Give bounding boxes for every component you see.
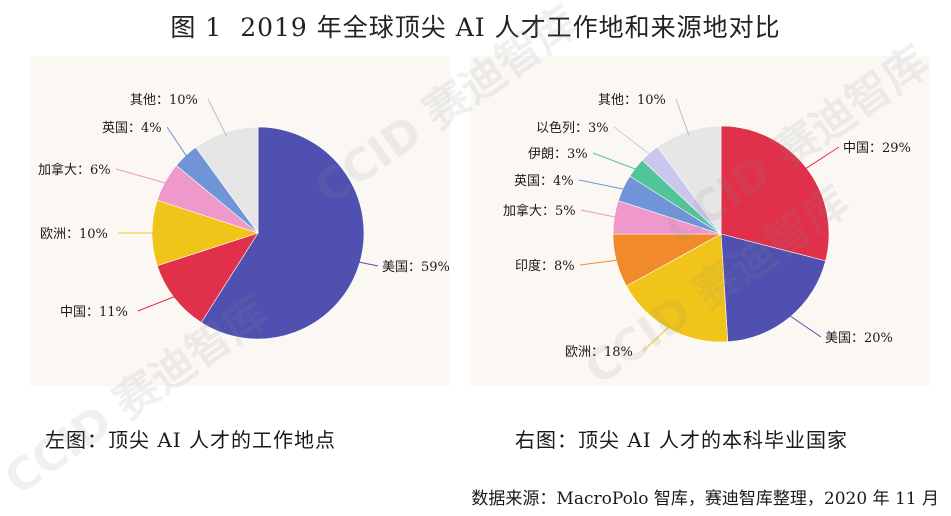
- left-leader-line-5: [207, 98, 227, 137]
- right-chart-panel: 中国：29% 美国：20% 欧洲：18% 印度：8% 加拿大：5% 英国：4% 伊朗：3% 以…: [470, 56, 930, 386]
- right-slice-label-6: 伊朗：3%: [528, 147, 588, 162]
- right-slice-label-4: 加拿大：5%: [503, 203, 576, 219]
- right-leader-line-6: [592, 152, 640, 171]
- right-leader-line-7: [613, 126, 653, 157]
- right-leader-line-2: [642, 324, 672, 352]
- left-chart-caption: 左图：顶尖 AI 人才的工作地点: [45, 428, 337, 452]
- left-leader-line-1: [137, 294, 178, 312]
- right-leader-line-1: [786, 313, 822, 338]
- right-leader-line-3: [579, 259, 621, 266]
- figure-title: 图 1 2019 年全球顶尖 AI 人才工作地和来源地对比: [0, 8, 951, 44]
- right-leader-line-5: [578, 179, 628, 191]
- left-pie-slice-1: [156, 232, 259, 323]
- left-slice-label-0: 美国：59%: [382, 260, 450, 275]
- right-chart-caption: 右图：顶尖 AI 人才的本科毕业国家: [515, 428, 849, 452]
- left-slice-label-1: 中国：11%: [60, 305, 128, 320]
- left-leader-line-0: [355, 260, 379, 267]
- left-pie-chart: 美国：59% 中国：11% 欧洲：10% 加拿大：6% 英国：4% 其他：10%: [38, 93, 450, 340]
- right-pie-slice-1: [720, 233, 826, 343]
- right-pie-chart: 中国：29% 美国：20% 欧洲：18% 印度：8% 加拿大：5% 英国：4% 伊朗：3% 以…: [503, 93, 911, 360]
- figure-title-text: 2019 年全球顶尖 AI 人才工作地和来源地对比: [240, 13, 781, 42]
- left-leader-line-4: [166, 126, 189, 160]
- data-source-note: 数据来源：MacroPolo 智库，赛迪智库整理，2020 年 11 月: [471, 489, 939, 509]
- left-leader-line-3: [115, 168, 169, 185]
- left-slice-label-3: 加拿大：6%: [38, 162, 111, 178]
- right-pie-slice-2: [625, 233, 729, 343]
- right-leader-line-0: [802, 146, 840, 171]
- left-pie-slice-5: [195, 126, 259, 234]
- right-leader-line-8: [675, 98, 690, 136]
- right-slice-label-2: 欧洲：18%: [565, 345, 633, 360]
- right-slice-label-7: 以色列：3%: [536, 120, 609, 136]
- left-slice-label-2: 欧洲：10%: [40, 227, 108, 242]
- left-slice-label-5: 其他：10%: [130, 93, 198, 108]
- right-slice-label-0: 中国：29%: [843, 141, 911, 156]
- right-leader-line-4: [580, 209, 619, 219]
- right-slice-label-8: 其他：10%: [598, 93, 666, 108]
- right-slice-label-1: 美国：20%: [825, 331, 893, 346]
- left-chart-panel: 美国：59% 中国：11% 欧洲：10% 加拿大：6% 英国：4% 其他：10%: [30, 56, 450, 386]
- left-slice-label-4: 英国：4%: [102, 121, 162, 136]
- right-slice-label-5: 英国：4%: [514, 174, 574, 189]
- figure-number: 图 1: [170, 13, 223, 42]
- right-slice-label-3: 印度：8%: [515, 258, 575, 274]
